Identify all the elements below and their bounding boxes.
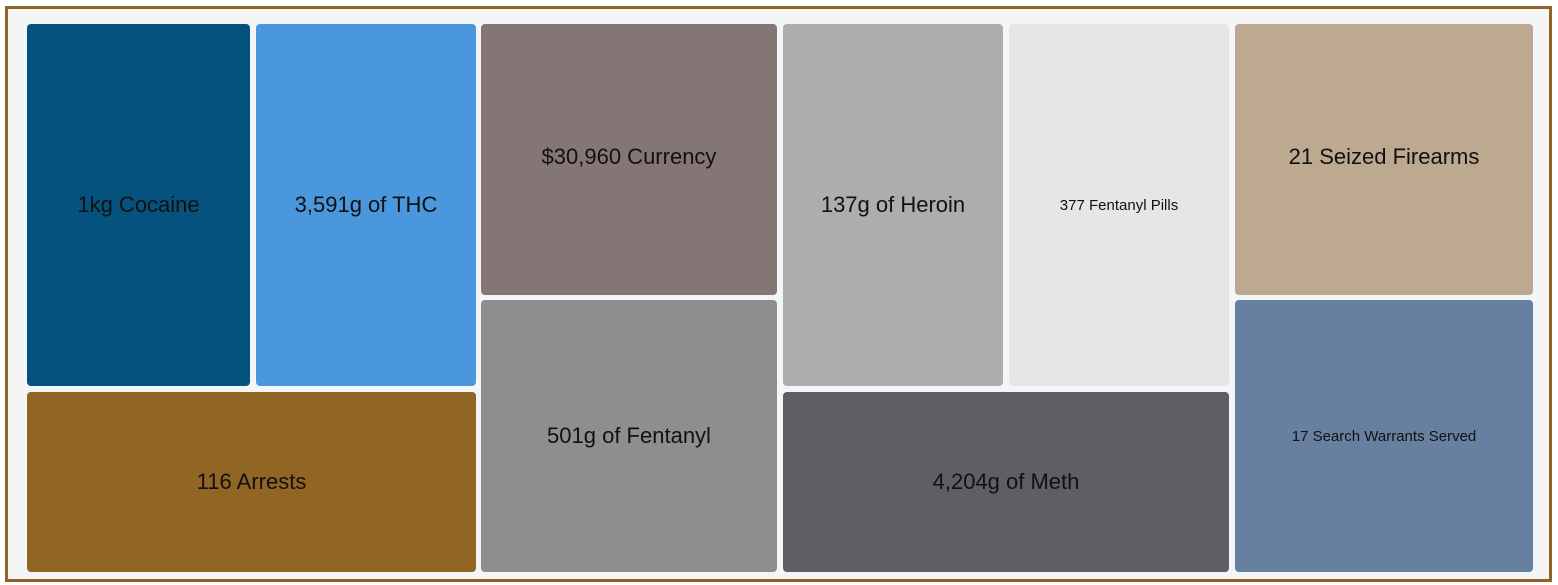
tile: 377 Fentanyl Pills xyxy=(1009,24,1229,386)
tile: 3,591g of THC xyxy=(256,24,476,386)
tile: $30,960 Currency xyxy=(481,24,777,295)
tile: 116 Arrests xyxy=(27,392,476,572)
tile: 1kg Cocaine xyxy=(27,24,250,386)
tile: 137g of Heroin xyxy=(783,24,1003,386)
tile: 17 Search Warrants Served xyxy=(1235,300,1533,572)
tile: 501g of Fentanyl xyxy=(481,300,777,572)
tile: 21 Seized Firearms xyxy=(1235,24,1533,295)
tile: 4,204g of Meth xyxy=(783,392,1229,572)
